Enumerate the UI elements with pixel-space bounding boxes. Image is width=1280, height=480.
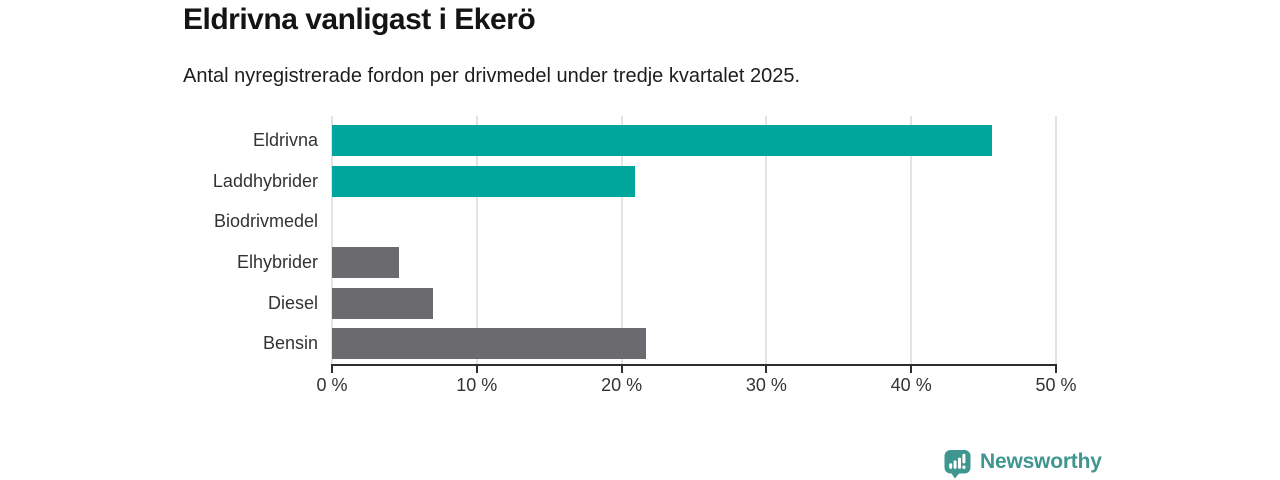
tick-50	[1055, 364, 1057, 373]
x-axis-ticks	[331, 364, 1057, 374]
bar-bensin	[332, 328, 647, 360]
tick-0	[331, 364, 333, 373]
chart-subtitle: Antal nyregistrerade fordon per drivmede…	[183, 65, 801, 87]
tick-label-30: 30 %	[745, 375, 787, 395]
gridline-10	[475, 116, 478, 364]
bar-row	[332, 283, 1056, 324]
bar-chart-plot-area	[332, 120, 1056, 364]
newsworthy-logo: Newsworthy	[944, 449, 1102, 479]
bar-row	[332, 323, 1056, 364]
category-label-column: Eldrivna Laddhybrider Biodrivmedel Elhybrid…	[0, 120, 318, 364]
tick-30	[765, 364, 768, 373]
tick-label-20: 20 %	[601, 375, 643, 395]
bar-row	[332, 120, 1056, 161]
category-label-diesel: Diesel	[267, 292, 318, 313]
gridline-0	[331, 116, 333, 364]
bar-elhybrider	[332, 246, 399, 278]
bar-eldrivna	[332, 124, 993, 156]
gridline-40	[910, 116, 913, 364]
newsworthy-brand-text: Newsworthy	[980, 450, 1102, 473]
category-label-eldrivna: Eldrivna	[252, 129, 318, 150]
bar-laddhybrider	[332, 165, 635, 197]
bar-row	[332, 161, 1056, 202]
x-axis-line	[331, 364, 1057, 366]
gridline-layer	[331, 116, 1057, 364]
x-axis-tick-labels: 0 % 10 % 20 % 30 % 40 % 50 %	[316, 375, 1076, 397]
category-label-elhybrider: Elhybrider	[236, 251, 318, 272]
tick-label-40: 40 %	[890, 375, 932, 395]
tick-label-0: 0 %	[316, 375, 348, 395]
tick-10	[475, 364, 478, 373]
newsworthy-speech-bubble-barchart-icon	[944, 449, 971, 479]
tick-40	[910, 364, 913, 373]
chart-title: Eldrivna vanligast i Ekerö	[183, 3, 536, 36]
gridline-50	[1055, 116, 1057, 364]
tick-label-50: 50 %	[1035, 375, 1077, 395]
tick-20	[620, 364, 623, 373]
category-label-laddhybrider: Laddhybrider	[212, 170, 318, 191]
category-label-bensin: Bensin	[262, 333, 318, 354]
bar-row	[332, 242, 1056, 283]
gridline-20	[620, 116, 623, 364]
gridline-30	[765, 116, 768, 364]
category-label-biodrivmedel: Biodrivmedel	[213, 211, 318, 232]
bar-diesel	[332, 287, 434, 319]
bar-row	[332, 201, 1056, 242]
tick-label-10: 10 %	[456, 375, 498, 395]
